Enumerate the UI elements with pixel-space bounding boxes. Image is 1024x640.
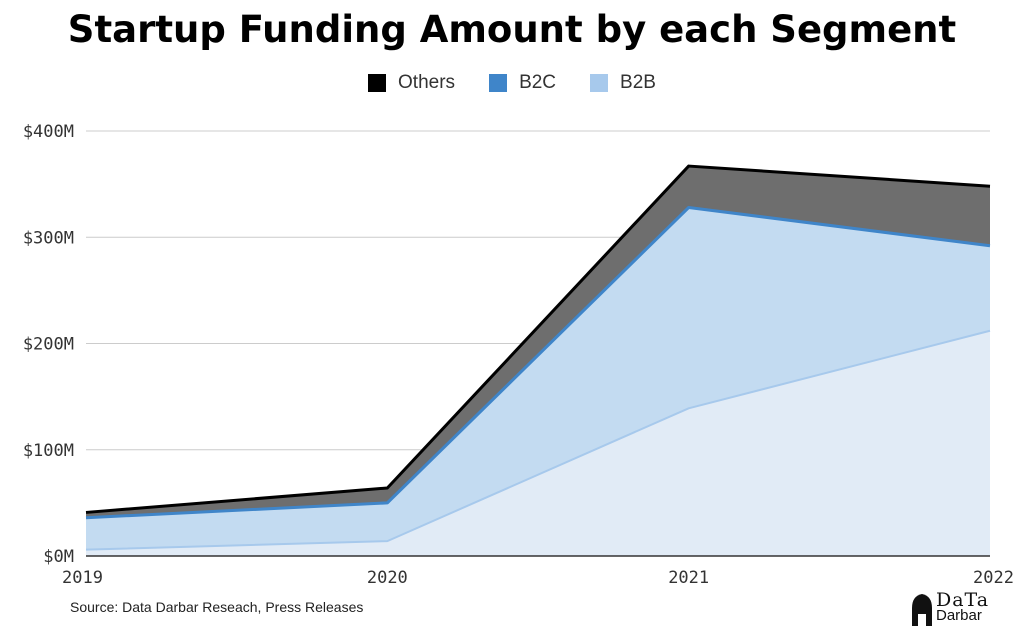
y-tick-label: $300M — [23, 228, 74, 248]
area-others — [86, 166, 990, 518]
x-tick-label: 2020 — [367, 568, 408, 588]
series-lines — [85, 164, 991, 551]
legend-swatch-b2c — [489, 74, 508, 92]
dome-icon — [912, 594, 932, 626]
legend-label-b2b: B2B — [620, 72, 656, 93]
y-tick-label: $100M — [23, 441, 74, 461]
logo-text-bottom: Darbar — [936, 607, 982, 624]
legend-item-others: Others — [368, 72, 455, 94]
line-others — [85, 164, 991, 514]
y-tick-label: $400M — [23, 122, 74, 142]
area-b2b — [86, 330, 990, 556]
area-chart-plot: $0M $100M $200M $300M $400M 2019 2020 2021 2022 — [23, 122, 1014, 588]
x-tick-label: 2021 — [668, 568, 709, 588]
x-tick-label: 2022 — [973, 568, 1014, 588]
y-tick-label: $0M — [43, 547, 74, 567]
chart-legend: Others B2C B2B — [0, 72, 1024, 94]
legend-label-others: Others — [398, 72, 456, 93]
chart-title: Startup Funding Amount by each Segment — [67, 8, 957, 51]
area-b2c — [86, 207, 990, 550]
logo-text-top: DaTa — [936, 589, 990, 611]
legend-label-b2c: B2C — [519, 72, 557, 93]
legend-item-b2c: B2C — [489, 72, 556, 94]
x-tick-label: 2019 — [62, 568, 103, 588]
line-b2c — [85, 206, 991, 520]
legend-item-b2b: B2B — [590, 72, 656, 94]
y-tick-label: $200M — [23, 335, 74, 355]
data-darbar-logo: DaTa Darbar — [910, 589, 990, 628]
series-areas — [86, 166, 990, 556]
axes: $0M $100M $200M $300M $400M 2019 2020 2021 2022 — [23, 122, 1014, 588]
line-b2b — [85, 329, 991, 551]
legend-swatch-b2b — [590, 74, 609, 92]
legend-swatch-others — [368, 74, 387, 92]
source-note: Source: Data Darbar Reseach, Press Relea… — [70, 599, 364, 615]
